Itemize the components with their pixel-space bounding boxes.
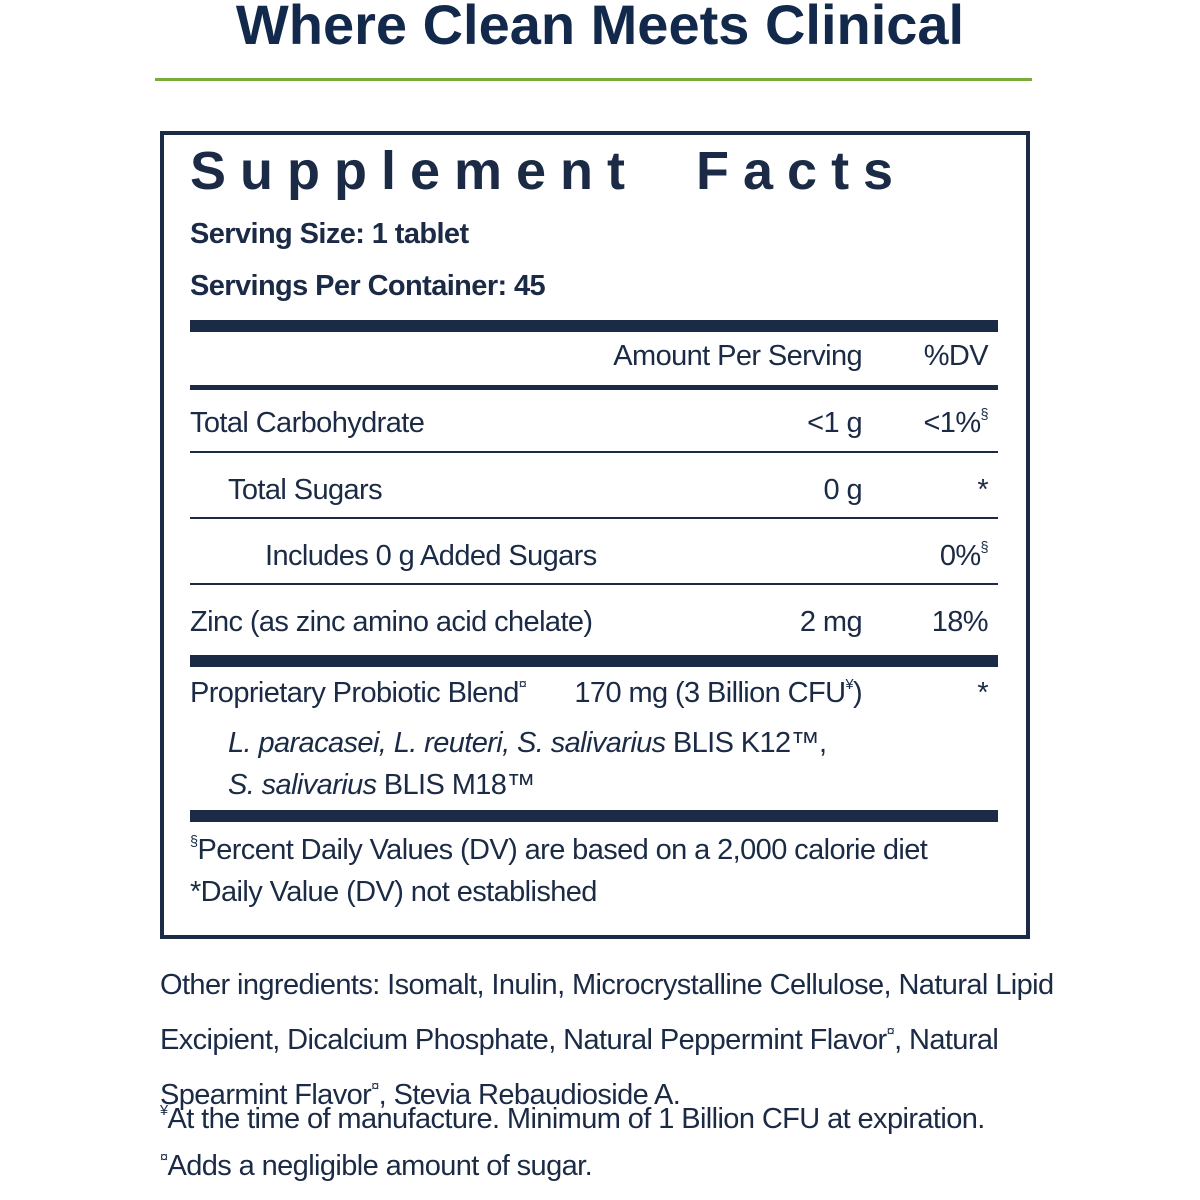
footnote-mark: ¤ — [518, 677, 527, 693]
rule — [190, 517, 998, 519]
rule — [190, 451, 998, 453]
strain-text: BLIS M18™ — [383, 769, 536, 801]
ingredients-text: , Natural Spearmint Flavor — [160, 1024, 999, 1112]
footnote-mark: ¤ — [160, 1150, 168, 1166]
column-header: %DV — [923, 340, 989, 372]
strains: S. salivarius BLIS M18™ — [228, 769, 535, 802]
blend-dv: * — [977, 677, 988, 709]
nutrient-dv: * — [977, 474, 988, 506]
footnote: §Percent Daily Values (DV) are based on … — [190, 834, 928, 867]
servings-per-container: Servings Per Container: 45 — [190, 270, 546, 302]
nutrient-amount: 0 g — [823, 474, 862, 506]
serving-size: Serving Size: 1 tablet — [190, 218, 469, 250]
ingredients-text: , Stevia Rebaudioside A. — [378, 1079, 681, 1112]
dv-text: 0% — [939, 540, 981, 573]
dv-text: <1% — [923, 407, 981, 440]
nutrient-name: Total Carbohydrate — [190, 407, 425, 439]
note-text: At the time of manufacture. Minimum of 1… — [167, 1103, 985, 1136]
nutrient-dv: 18% — [931, 606, 989, 638]
footnote-mark: § — [980, 407, 989, 423]
divider — [155, 78, 1032, 81]
note: ¤Adds a negligible amount of sugar. — [160, 1150, 593, 1183]
blend-text: Proprietary Probiotic Blend — [190, 677, 519, 710]
rule — [190, 583, 998, 585]
nutrient-dv: 0%§ — [939, 540, 989, 573]
amount-text: 170 mg (3 Billion CFU — [574, 677, 846, 710]
footnote-mark: § — [190, 834, 198, 850]
strain-text: BLIS K12™, — [672, 727, 827, 759]
nutrient-name: Includes 0 g Added Sugars — [265, 540, 597, 572]
blend-amount: 170 mg (3 Billion CFU¥) — [574, 677, 862, 710]
amount-text: ) — [852, 677, 863, 710]
nutrient-dv: <1%§ — [923, 407, 988, 440]
column-header: Amount Per Serving — [613, 340, 862, 372]
footnote-mark: ¤ — [371, 1079, 379, 1096]
footnote-mark: ¤ — [886, 1024, 895, 1040]
strain-names: L. paracasei, L. reuteri, S. salivarius — [228, 727, 666, 759]
footnote: *Daily Value (DV) not established — [190, 876, 597, 908]
note-text: Adds a negligible amount of sugar. — [167, 1150, 593, 1183]
rule — [190, 320, 998, 332]
other-ingredients: Other ingredients: Isomalt, Inulin, Micr… — [160, 962, 1060, 1119]
footnote-text: Percent Daily Values (DV) are based on a… — [197, 834, 928, 867]
rule — [190, 385, 998, 390]
nutrient-amount: 2 mg — [799, 606, 863, 638]
nutrient-name: Total Sugars — [228, 474, 383, 506]
page-title: Where Clean Meets Clinical — [235, 0, 965, 56]
rule — [190, 810, 998, 822]
ingredients-text: Other ingredients: Isomalt, Inulin, Micr… — [160, 969, 1054, 1057]
note: ¥At the time of manufacture. Minimum of … — [160, 1103, 985, 1136]
footnote-mark: ¥ — [160, 1103, 168, 1119]
nutrient-amount: <1 g — [807, 407, 862, 439]
footnote-mark: ¥ — [845, 677, 853, 693]
facts-box — [160, 131, 1030, 939]
footnote-mark: § — [980, 540, 989, 556]
rule — [190, 655, 998, 667]
strains: L. paracasei, L. reuteri, S. salivarius B… — [228, 727, 827, 760]
blend-name: Proprietary Probiotic Blend¤ — [190, 677, 527, 710]
facts-title: Supplement Facts — [190, 141, 908, 201]
strain-names: S. salivarius — [228, 769, 377, 801]
nutrient-name: Zinc (as zinc amino acid chelate) — [190, 606, 593, 638]
